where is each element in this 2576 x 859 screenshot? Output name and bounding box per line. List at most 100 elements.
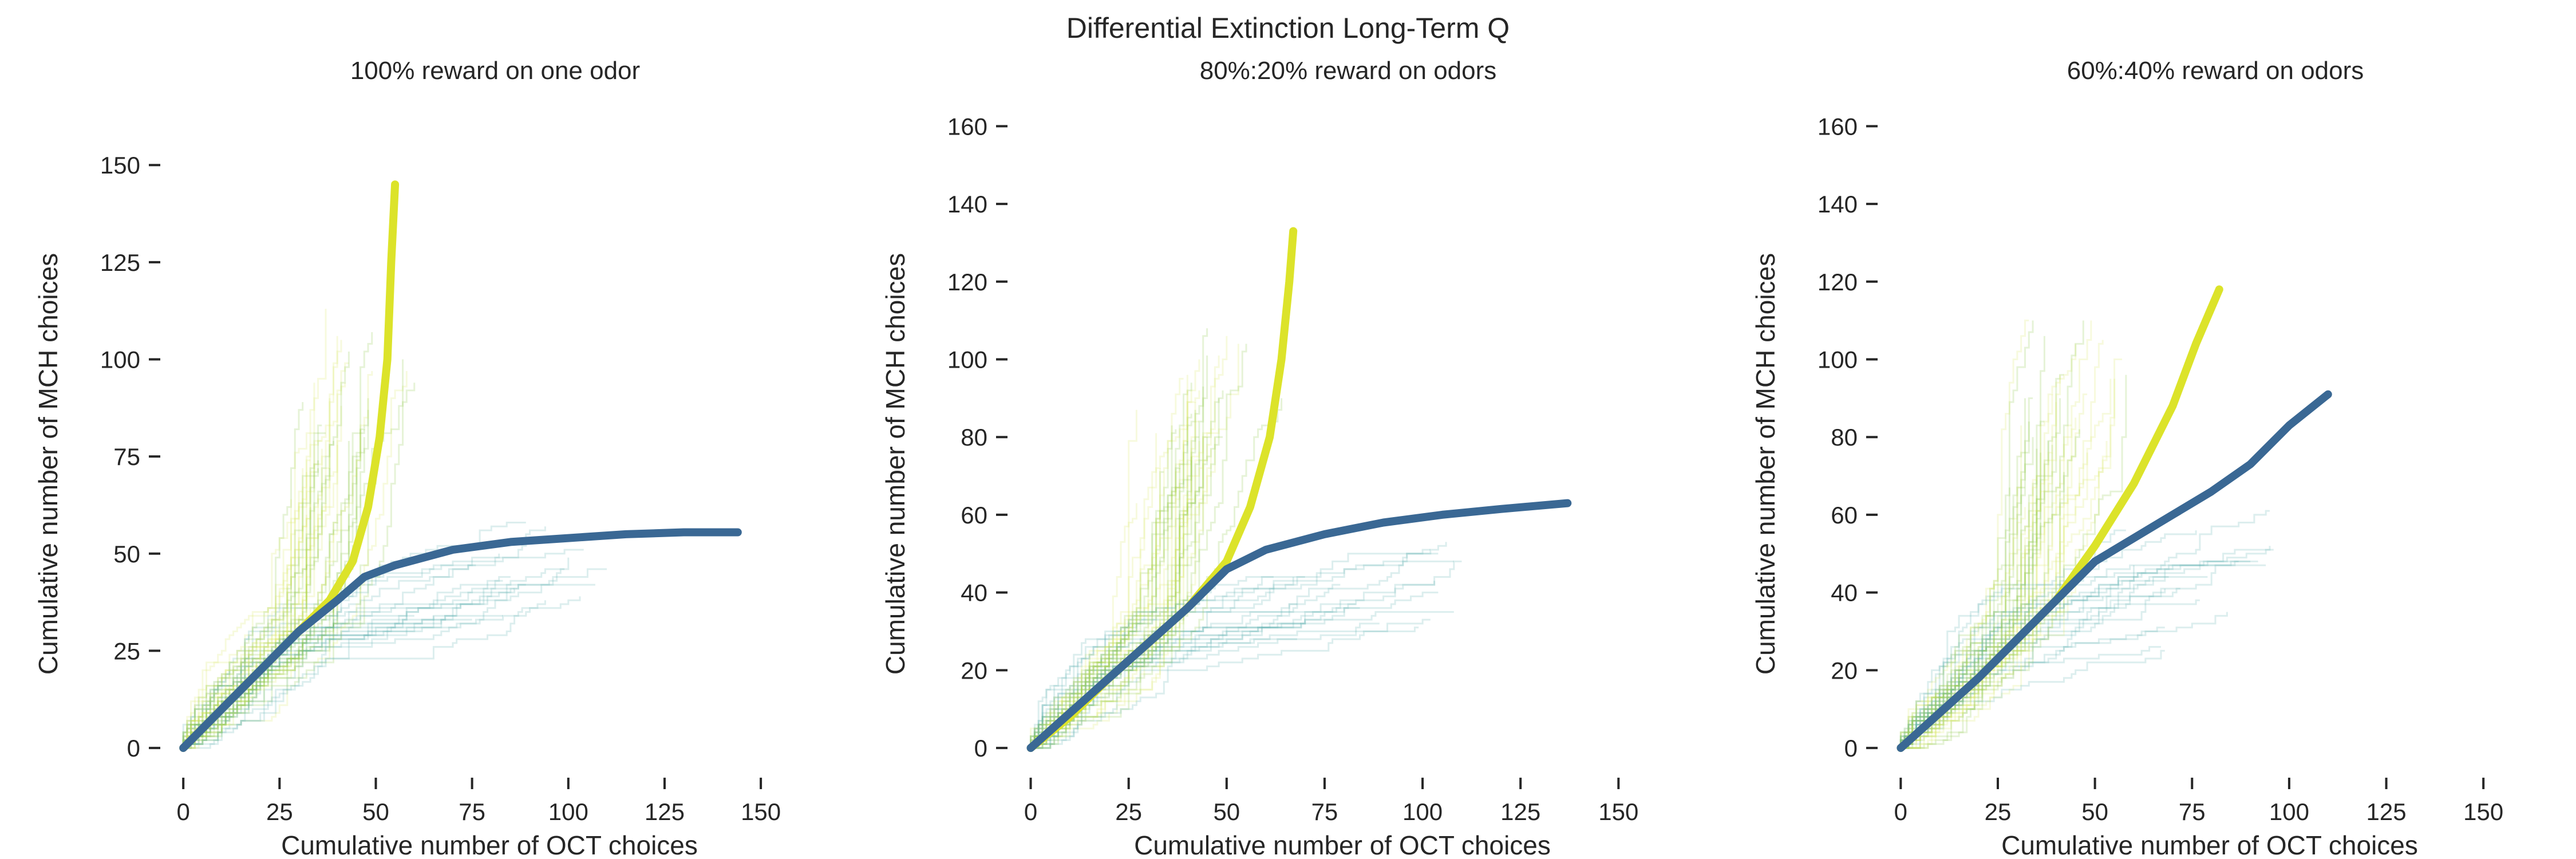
y-tick-label: 140: [947, 191, 987, 218]
x-tick-label: 150: [741, 798, 781, 825]
x-tick-label: 75: [1311, 798, 1338, 825]
y-axis-label: Cumulative number of MCH choices: [33, 253, 63, 675]
trial-trajectory: [182, 460, 319, 748]
trial-trajectory: [1030, 511, 1161, 749]
x-tick-label: 75: [2179, 798, 2206, 825]
trial-trajectory: [1899, 522, 2042, 748]
trial-trajectory: [1030, 603, 1356, 749]
y-tick-label: 100: [100, 346, 140, 373]
x-tick-label: 125: [645, 798, 685, 825]
y-tick-label: 140: [1818, 191, 1858, 218]
y-tick-label: 50: [113, 541, 140, 568]
series-line: [179, 180, 400, 752]
y-axis-label: Cumulative number of MCH choices: [1751, 253, 1780, 675]
trial-trajectory: [183, 340, 342, 749]
x-tick-label: 150: [1598, 798, 1638, 825]
y-tick-label: 60: [961, 502, 987, 529]
chart-panel: 0 25 50 75 100 125 150 0 20 40 60 80 100 120 140 160 80%…: [880, 57, 1638, 859]
trial-trajectory: [183, 568, 565, 749]
y-tick-label: 120: [947, 269, 987, 295]
trial-trajectory: [183, 371, 408, 749]
panel-title: 100% reward on one odor: [350, 57, 640, 85]
trial-trajectory: [183, 600, 546, 749]
trial-trajectory: [1901, 599, 2200, 749]
trial-trajectory: [1030, 581, 1436, 749]
trial-trajectory: [1899, 576, 2208, 748]
trial-trajectory: [182, 440, 322, 748]
trial-trajectory: [1030, 409, 1196, 749]
trial-trajectory: [183, 553, 500, 749]
trial-trajectory: [1901, 649, 2165, 749]
x-tick-label: 50: [2081, 798, 2108, 825]
trial-trajectory: [1030, 425, 1173, 748]
trial-trajectory: [182, 616, 434, 748]
series-line: [1897, 390, 2332, 752]
trial-trajectory: [1901, 425, 2022, 749]
trial-trajectory: [1901, 320, 2029, 749]
trial-trajectory: [183, 576, 511, 749]
y-axis-label: Cumulative number of MCH choices: [880, 253, 910, 675]
x-tick-label: 25: [1115, 798, 1142, 825]
trial-trajectory: [1899, 560, 2251, 748]
trial-trajectory: [182, 472, 377, 748]
trial-trajectory: [1030, 503, 1137, 749]
y-tick-label: 0: [127, 735, 140, 762]
trial-trajectory: [1901, 495, 2038, 749]
y-tick-label: 40: [1831, 580, 1858, 606]
y-tick-label: 160: [1818, 113, 1858, 140]
trial-trajectory: [1030, 577, 1294, 748]
trial-trajectory: [1899, 320, 2034, 748]
trial-trajectory: [1030, 560, 1454, 749]
trial-trajectory: [1030, 592, 1439, 748]
y-tick-label: 20: [961, 657, 987, 684]
x-tick-label: 75: [459, 798, 485, 825]
trial-trajectory: [1901, 374, 2064, 749]
trial-trajectory: [1030, 336, 1228, 749]
trial-trajectory: [1901, 479, 2038, 749]
trial-trajectory: [1901, 441, 2049, 749]
trial-trajectory: [182, 580, 503, 748]
trial-trajectory: [182, 429, 365, 748]
trial-trajectory: [1030, 402, 1196, 748]
trial-trajectory: [183, 441, 334, 749]
trial-trajectory: [1030, 436, 1223, 748]
trial-trajectory: [1030, 626, 1419, 749]
trial-trajectory: [182, 618, 472, 748]
figure-suptitle: Differential Extinction Long-Term Q: [1066, 12, 1510, 44]
trial-trajectory: [1899, 320, 2084, 748]
trial-trajectory: [183, 614, 503, 749]
trial-trajectory: [182, 549, 584, 748]
trial-trajectory: [183, 526, 546, 749]
trial-trajectory: [183, 362, 349, 749]
trial-trajectory: [1899, 417, 2077, 748]
trial-trajectory: [1899, 564, 2266, 748]
trial-trajectory: [1899, 530, 2197, 748]
x-tick-label: 0: [176, 798, 189, 825]
trial-trajectory: [1899, 452, 2088, 748]
trial-trajectory: [182, 437, 365, 748]
x-tick-label: 0: [1024, 798, 1037, 825]
trial-trajectory: [1899, 397, 2033, 748]
trial-trajectory: [182, 409, 369, 748]
trial-trajectory: [1901, 340, 2104, 749]
x-tick-label: 0: [1894, 798, 1907, 825]
trial-trajectory: [183, 441, 350, 749]
trial-trajectory: [1030, 603, 1297, 749]
x-tick-label: 100: [2269, 798, 2309, 825]
trial-trajectory: [183, 499, 292, 749]
trial-trajectory: [182, 351, 350, 748]
panel-title: 80%:20% reward on odors: [1200, 57, 1497, 85]
chart-panel: 0 25 50 75 100 125 150 0 25 50 75 100 125 150 100% rew…: [33, 57, 781, 859]
trial-trajectory: [1901, 596, 2104, 749]
trial-trajectory: [1030, 437, 1208, 748]
trial-trajectory: [182, 309, 327, 748]
y-tick-label: 100: [947, 346, 987, 373]
x-axis-label: Cumulative number of OCT choices: [281, 830, 698, 859]
trial-trajectory: [1901, 320, 2092, 749]
trial-trajectory: [1030, 344, 1247, 748]
x-tick-label: 50: [362, 798, 389, 825]
y-tick-label: 0: [1844, 735, 1858, 762]
trial-trajectory: [183, 596, 581, 749]
x-tick-label: 125: [2366, 798, 2407, 825]
